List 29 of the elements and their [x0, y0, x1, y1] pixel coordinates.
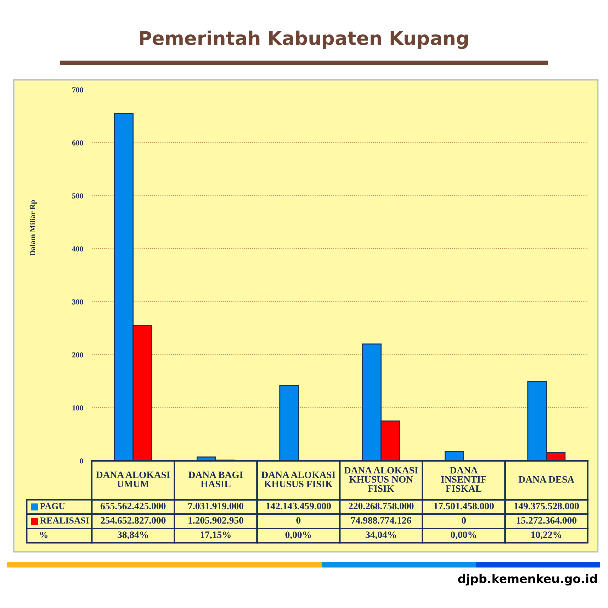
- x-tick-label: DANA ALOKASI KHUSUS NON FISIK: [344, 467, 418, 492]
- text: 0,00%: [286, 532, 312, 540]
- text: 15.272.364.000: [517, 517, 577, 524]
- text: 34,04%: [366, 532, 396, 540]
- text: 220.268.758.000: [348, 503, 414, 510]
- text: %: [40, 532, 48, 538]
- text: djpb.kemenkeu.go.id: [458, 574, 598, 586]
- text: 0: [296, 517, 301, 524]
- text: 149.375.528.000: [514, 503, 580, 510]
- text: 0: [462, 517, 466, 524]
- x-tick-label: DANA ALOKASI UMUM: [96, 472, 170, 488]
- legend-label: PAGU: [40, 503, 66, 510]
- text: 38,84%: [118, 532, 148, 540]
- text: 254.652.827.000: [100, 517, 166, 524]
- text: 0,00%: [451, 532, 476, 540]
- x-tick-label: DANA BAGI HASIL: [188, 472, 244, 488]
- x-tick-label: DANA INSENTIF FISKAL: [441, 467, 486, 492]
- text: 655.562.425.000: [100, 503, 166, 510]
- text: 10,22%: [532, 532, 562, 540]
- text: 1.205.902.950: [188, 517, 244, 524]
- text: 142.143.459.000: [266, 503, 332, 510]
- x-tick-label: DANA ALOKASI KHUSUS FISIK: [262, 472, 336, 488]
- legend-label: REALISASI: [40, 518, 90, 524]
- text: 17,15%: [200, 532, 231, 540]
- text: 7.031.919.000: [188, 503, 244, 510]
- text: 74.988.774.126: [352, 517, 412, 524]
- text: 17.501.458.000: [434, 503, 494, 510]
- chart-title: Pemerintah Kabupaten Kupang: [140, 30, 468, 50]
- x-tick-label: DANA DESA: [518, 476, 575, 483]
